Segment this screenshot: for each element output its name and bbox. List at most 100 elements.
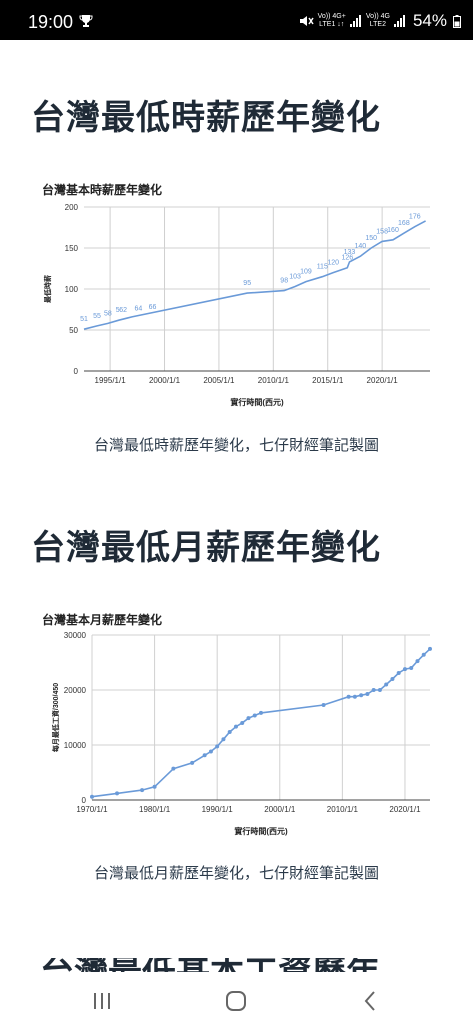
x-tick-label: 2020/1/1 bbox=[389, 805, 421, 814]
data-point bbox=[396, 670, 401, 675]
battery-icon bbox=[453, 14, 461, 28]
monthly-wage-chart: 台灣基本月薪歷年變化 0 10000 20000 30000 1970/1/1 1980/1… bbox=[42, 612, 432, 836]
data-point bbox=[409, 666, 414, 670]
signal-bars-icon bbox=[349, 15, 361, 27]
network-sim1: Vo)) 4G+ LTE1 ↓↑ bbox=[317, 13, 346, 28]
data-label: 64 bbox=[135, 306, 143, 313]
x-axis-label: 實行時間(西元) bbox=[230, 397, 284, 407]
chart-title: 台灣基本月薪歷年變化 bbox=[42, 612, 162, 627]
data-point bbox=[215, 744, 220, 749]
data-label: 66 bbox=[149, 304, 157, 311]
data-point bbox=[371, 687, 376, 692]
data-label: 168 bbox=[398, 220, 410, 227]
data-point bbox=[321, 702, 326, 707]
data-label: 98 bbox=[280, 278, 288, 285]
chart-title: 台灣基本時薪歷年變化 bbox=[42, 182, 162, 197]
data-point bbox=[90, 794, 94, 799]
data-label: 5 bbox=[116, 307, 120, 314]
caption-hourly: 台灣最低時薪歷年變化，七仔財經筆記製圖 bbox=[93, 436, 379, 454]
mute-icon bbox=[299, 16, 314, 26]
system-nav-bar bbox=[0, 976, 473, 1024]
hourly-wage-chart: 台灣基本時薪歷年變化 0 50 100 150 200 1995/1/1 2000/1/1 20… bbox=[42, 182, 430, 407]
recent-apps-button[interactable] bbox=[82, 986, 122, 1016]
x-tick-label: 1970/1/1 bbox=[76, 805, 108, 814]
data-point bbox=[140, 788, 145, 793]
status-time: 19:00 bbox=[28, 12, 74, 32]
data-point bbox=[352, 694, 357, 699]
section-title-hourly: 台灣最低時薪歷年變化 bbox=[31, 98, 381, 138]
x-tick-label: 2005/1/1 bbox=[203, 376, 235, 385]
x-tick-label: 1995/1/1 bbox=[95, 376, 127, 385]
data-label: 133 bbox=[344, 249, 356, 256]
network-sim2: Vo)) 4G LTE2 bbox=[365, 13, 390, 28]
data-point bbox=[202, 753, 207, 758]
status-icons: Vo)) 4G+ LTE1 ↓↑ Vo)) 4G LTE2 54% bbox=[298, 11, 461, 31]
data-point bbox=[152, 784, 157, 789]
data-point bbox=[252, 713, 257, 718]
battery-percent: 54% bbox=[412, 11, 447, 30]
y-tick-label: 150 bbox=[65, 244, 79, 253]
y-tick-label: 50 bbox=[69, 326, 78, 335]
data-point bbox=[428, 646, 432, 651]
article-content[interactable]: 台灣最低時薪歷年變化 台灣基本時薪歷年變化 0 50 100 150 200 1995/1/… bbox=[0, 40, 473, 976]
data-point bbox=[246, 716, 251, 721]
caption-monthly: 台灣最低月薪歷年變化，七仔財經筆記製圖 bbox=[93, 864, 379, 882]
series-line bbox=[83, 220, 426, 330]
data-point bbox=[421, 652, 426, 657]
x-tick-label: 2010/1/1 bbox=[258, 376, 290, 385]
data-point bbox=[190, 760, 195, 765]
data-point bbox=[415, 659, 420, 664]
data-label: 176 bbox=[409, 214, 421, 221]
data-point bbox=[115, 791, 120, 796]
y-tick-label: 30000 bbox=[64, 631, 87, 640]
recent-apps-icon bbox=[94, 993, 110, 1009]
y-tick-label: 0 bbox=[82, 796, 87, 805]
y-tick-label: 20000 bbox=[64, 686, 87, 695]
data-label: 103 bbox=[289, 274, 301, 281]
signal-bars-icon bbox=[393, 15, 405, 27]
data-label: 115 bbox=[317, 264, 328, 271]
home-button[interactable] bbox=[216, 986, 256, 1016]
data-label: 95 bbox=[243, 280, 251, 287]
data-label: 120 bbox=[327, 260, 339, 267]
x-tick-label: 1990/1/1 bbox=[202, 805, 234, 814]
x-tick-label: 2020/1/1 bbox=[367, 376, 399, 385]
back-icon bbox=[364, 991, 375, 1011]
data-point bbox=[171, 766, 176, 771]
data-label: 150 bbox=[365, 235, 377, 242]
y-tick-label: 10000 bbox=[64, 741, 87, 750]
x-tick-label: 2010/1/1 bbox=[327, 805, 359, 814]
x-tick-label: 1980/1/1 bbox=[139, 805, 171, 814]
data-label: 55 bbox=[93, 313, 101, 320]
back-button[interactable] bbox=[350, 986, 390, 1016]
data-label: 160 bbox=[387, 227, 399, 234]
data-point bbox=[221, 737, 226, 742]
data-point bbox=[402, 667, 407, 672]
data-point bbox=[346, 694, 351, 699]
data-label: 62 bbox=[119, 307, 127, 314]
x-tick-label: 2000/1/1 bbox=[149, 376, 181, 385]
section-title-monthly: 台灣最低月薪歷年變化 bbox=[31, 528, 381, 568]
data-point bbox=[227, 729, 232, 734]
y-axis-label: 每月最低工資/300/450 bbox=[51, 683, 60, 752]
data-point bbox=[384, 682, 389, 687]
data-point bbox=[359, 693, 364, 698]
next-section-title-partial: 台灣最低基本工資歷年調整 bbox=[40, 958, 400, 972]
data-point bbox=[240, 720, 245, 725]
y-tick-label: 200 bbox=[65, 203, 79, 212]
data-point bbox=[259, 710, 263, 715]
data-point bbox=[390, 677, 395, 681]
x-axis-label: 實行時間(西元) bbox=[234, 826, 288, 836]
series-line bbox=[91, 648, 431, 798]
x-tick-label: 2000/1/1 bbox=[264, 805, 296, 814]
home-icon bbox=[226, 991, 246, 1011]
data-label: 158 bbox=[376, 228, 388, 235]
status-bar: 19:00 Vo)) 4G+ LTE1 ↓↑ Vo)) 4G LTE2 54% bbox=[0, 0, 473, 40]
data-label: 58 bbox=[104, 310, 112, 317]
y-tick-label: 0 bbox=[74, 367, 79, 376]
x-tick-label: 2015/1/1 bbox=[312, 376, 344, 385]
data-point bbox=[377, 687, 382, 692]
data-label: 140 bbox=[355, 243, 367, 250]
y-axis-label: 最低時薪 bbox=[43, 275, 52, 303]
data-label: 51 bbox=[80, 316, 88, 323]
